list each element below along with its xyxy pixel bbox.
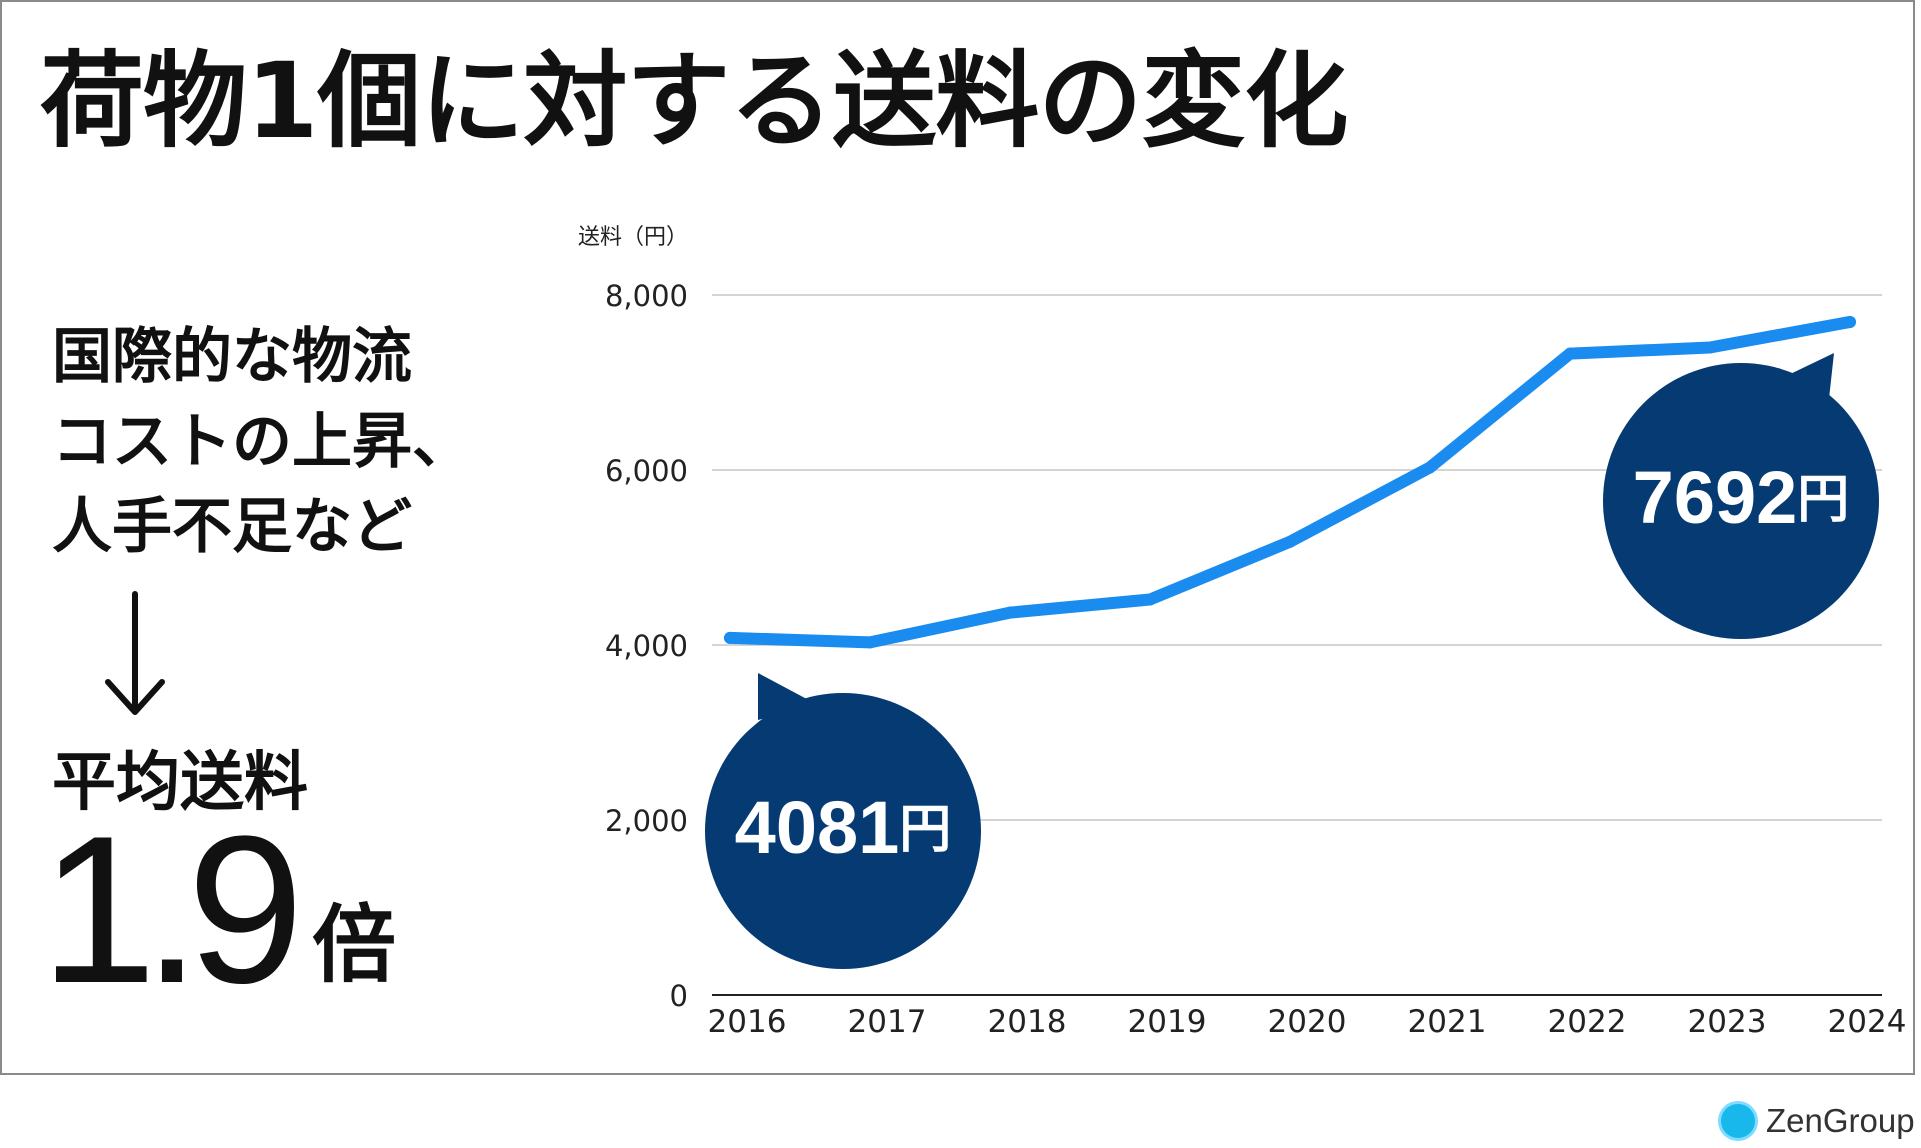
- data-point: [1704, 341, 1716, 354]
- data-point: [1844, 315, 1856, 328]
- y-tick-label: 2,000: [605, 804, 688, 838]
- page-title: 荷物1個に対する送料の変化: [40, 40, 1348, 162]
- ratio-unit: 倍: [311, 896, 396, 994]
- callout-unit: 円: [899, 800, 951, 860]
- x-tick-label: 2020: [1268, 1004, 1347, 1040]
- callout-value: 4081: [735, 786, 900, 869]
- data-point: [1564, 347, 1576, 360]
- data-point: [724, 631, 736, 644]
- average-shipping-label: 平均送料: [52, 746, 308, 820]
- zengroup-logo-icon: [1718, 1101, 1758, 1141]
- x-tick-label: 2023: [1688, 1004, 1767, 1040]
- x-tick-label: 2017: [848, 1004, 927, 1040]
- data-point: [1284, 535, 1296, 548]
- value-callout: [1603, 363, 1879, 639]
- data-point: [864, 636, 876, 649]
- callout-label: 4081円: [735, 786, 952, 869]
- y-axis-label: 送料（円）: [578, 225, 688, 250]
- cause-text: 国際的な物流 コストの上昇、 人手不足など: [52, 315, 472, 570]
- y-tick-label: 6,000: [605, 454, 688, 488]
- x-tick-label: 2021: [1408, 1004, 1487, 1040]
- cause-line: 人手不足など: [52, 492, 412, 562]
- down-arrow-icon: [105, 591, 165, 715]
- cause-line: 国際的な物流: [52, 322, 412, 392]
- y-tick-label: 0: [670, 979, 688, 1013]
- callout-value: 7692: [1633, 456, 1798, 539]
- data-point: [1424, 461, 1436, 474]
- brand-name: ZenGroup: [1766, 1102, 1915, 1139]
- data-point: [1004, 606, 1016, 619]
- x-tick-label: 2024: [1828, 1004, 1907, 1040]
- brand-logo: ZenGroup: [1718, 1098, 1915, 1144]
- ratio-display: 1.9 倍: [40, 805, 396, 1015]
- callout-label: 7692円: [1633, 456, 1850, 539]
- data-point: [1144, 593, 1156, 606]
- callout-unit: 円: [1797, 470, 1849, 530]
- ratio-value: 1.9: [40, 792, 304, 1027]
- value-callout: [705, 693, 981, 969]
- x-tick-label: 2022: [1548, 1004, 1627, 1040]
- x-tick-label: 2016: [708, 1004, 787, 1040]
- y-tick-label: 8,000: [605, 279, 688, 313]
- x-tick-label: 2019: [1128, 1004, 1207, 1040]
- x-tick-label: 2018: [988, 1004, 1067, 1040]
- y-tick-label: 4,000: [605, 629, 688, 663]
- cause-line: コストの上昇、: [52, 407, 472, 477]
